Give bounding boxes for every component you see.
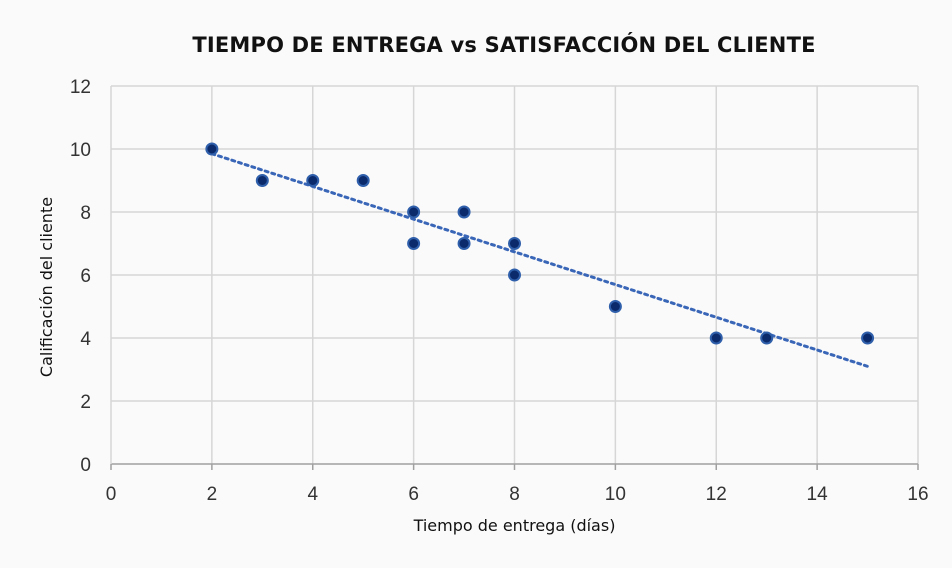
- x-tick-label: 8: [509, 484, 520, 505]
- x-tick-label: 12: [706, 484, 727, 505]
- data-point: [709, 331, 723, 345]
- data-point: [457, 237, 471, 250]
- y-tick-label: 4: [80, 329, 91, 350]
- data-point: [205, 142, 219, 156]
- x-tick-label: 10: [605, 484, 626, 505]
- x-tick-label: 4: [307, 484, 318, 505]
- x-tick-label: 14: [807, 484, 829, 505]
- data-point: [255, 174, 269, 187]
- y-tick-label: 8: [80, 203, 91, 224]
- y-tick-label: 0: [80, 455, 91, 476]
- x-tick-label: 2: [207, 484, 218, 505]
- labels-layer: 0 2 4 6 8 10 12 14 16 0 2 4 6 8 10 12: [70, 77, 929, 505]
- y-axis-title: Calificación del cliente: [37, 197, 56, 377]
- x-tick-label: 16: [907, 484, 928, 505]
- axis-layer: [110, 86, 919, 470]
- data-point: [306, 174, 320, 187]
- data-point: [760, 331, 774, 345]
- data-point: [508, 237, 521, 250]
- y-tick-label: 6: [80, 266, 91, 287]
- x-tick-label: 0: [106, 484, 117, 505]
- data-point: [356, 174, 370, 187]
- y-tick-label: 10: [70, 140, 91, 161]
- data-point: [457, 205, 471, 219]
- data-point: [508, 268, 521, 282]
- x-axis-title: Tiempo de entrega (días): [413, 516, 616, 535]
- y-tick-label: 2: [80, 392, 91, 413]
- trendline-layer: [210, 152, 870, 368]
- y-tick-label: 12: [70, 77, 91, 98]
- data-point: [608, 300, 622, 313]
- data-point: [407, 237, 421, 250]
- data-point: [407, 205, 421, 219]
- trendline: [210, 152, 870, 368]
- x-tick-label: 6: [408, 484, 419, 505]
- chart-title: TIEMPO DE ENTREGA vs SATISFACCIÓN DEL CL…: [192, 33, 816, 57]
- data-point: [861, 331, 875, 345]
- points-layer: [205, 142, 875, 345]
